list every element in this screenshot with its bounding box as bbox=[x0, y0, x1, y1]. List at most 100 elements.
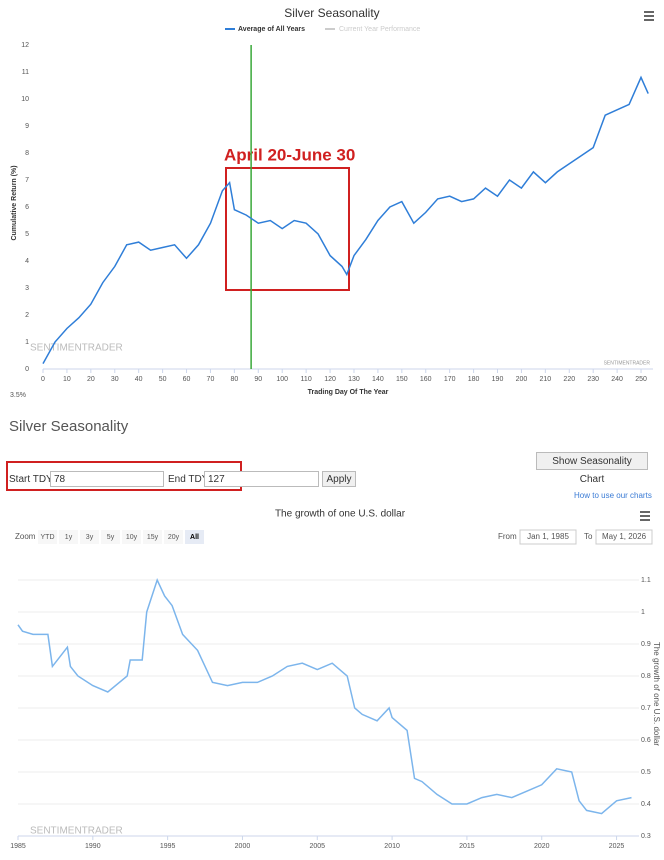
y-tick-label: 8 bbox=[25, 150, 29, 157]
x-tick-label: 1995 bbox=[160, 843, 176, 850]
help-link[interactable]: How to use our charts bbox=[574, 491, 652, 500]
apply-button[interactable]: Apply bbox=[322, 471, 356, 487]
start-label: Start TDY: bbox=[9, 474, 55, 485]
zoom-label: Zoom bbox=[15, 532, 36, 541]
y-tick-label: 1 bbox=[25, 339, 29, 346]
y-tick-label: 9 bbox=[25, 123, 29, 130]
x-tick-label: 60 bbox=[183, 376, 191, 383]
zoom-button-label: 10y bbox=[126, 534, 138, 541]
growth-chart: The growth of one U.S. dollar The growth… bbox=[10, 509, 661, 850]
x-axis-label: Trading Day Of The Year bbox=[308, 389, 389, 396]
zoom-button-label: 5y bbox=[107, 534, 115, 541]
legend-entry[interactable]: Current Year Performance bbox=[339, 26, 420, 33]
x-tick-label: 110 bbox=[301, 376, 312, 383]
x-tick-label: 2025 bbox=[609, 843, 625, 850]
to-label: To bbox=[584, 532, 593, 541]
x-tick-label: 1990 bbox=[85, 843, 101, 850]
y-tick-label: 7 bbox=[25, 177, 29, 184]
y-tick-label: 0.6 bbox=[641, 737, 651, 744]
section-heading: Silver Seasonality bbox=[9, 418, 129, 435]
y-axis-label: The growth of one U.S. dollar bbox=[652, 642, 661, 746]
zoom-button-label: 3y bbox=[86, 534, 94, 541]
x-tick-label: 0 bbox=[41, 376, 45, 383]
x-tick-label: 10 bbox=[63, 376, 71, 383]
y-tick-label: 11 bbox=[22, 69, 29, 76]
watermark: SENTIMENTRADER bbox=[30, 826, 123, 837]
x-tick-label: 80 bbox=[230, 376, 238, 383]
x-tick-label: 220 bbox=[563, 376, 575, 383]
credit: SENTIMENTRADER bbox=[604, 360, 651, 366]
x-tick-label: 100 bbox=[276, 376, 288, 383]
to-input[interactable] bbox=[595, 529, 653, 545]
y-tick-label: 4 bbox=[25, 258, 29, 265]
start-input[interactable]: 78 bbox=[50, 471, 164, 487]
seasonality-chart: Silver Seasonality Average of All Years … bbox=[10, 6, 654, 399]
x-tick-label: 180 bbox=[468, 376, 480, 383]
x-tick-label: 1985 bbox=[10, 843, 26, 850]
x-tick-label: 170 bbox=[444, 376, 456, 383]
x-tick-label: 140 bbox=[372, 376, 384, 383]
x-tick-label: 40 bbox=[135, 376, 143, 383]
zoom-button[interactable] bbox=[122, 530, 141, 544]
x-tick-label: 2010 bbox=[384, 843, 400, 850]
menu-icon[interactable] bbox=[644, 11, 654, 21]
x-tick-label: 2000 bbox=[235, 843, 251, 850]
y-axis-label: Cumulative Return (%) bbox=[11, 165, 18, 240]
show-chart-button[interactable]: Show Seasonality Chart bbox=[536, 452, 648, 485]
zoom-button-label: 20y bbox=[168, 534, 180, 541]
y-tick-label: 12 bbox=[21, 42, 29, 49]
chart-title: The growth of one U.S. dollar bbox=[275, 509, 406, 520]
legend-entry[interactable]: Average of All Years bbox=[238, 26, 305, 33]
y-tick-label: 1.1 bbox=[641, 577, 651, 584]
x-tick-label: 20 bbox=[87, 376, 95, 383]
y-tick-label: 1 bbox=[641, 609, 645, 616]
data-line bbox=[42, 75, 649, 364]
x-tick-label: 2005 bbox=[309, 843, 325, 850]
annotation: April 20-June 30 bbox=[224, 145, 355, 164]
watermark: SENTIMENTRADER bbox=[30, 343, 123, 354]
x-tick-label: 210 bbox=[540, 376, 552, 383]
zoom-button-label: 1y bbox=[65, 534, 73, 541]
zoom-button[interactable] bbox=[38, 530, 57, 544]
data-line bbox=[17, 577, 632, 815]
y-tick-label: 0.8 bbox=[641, 673, 651, 680]
x-tick-label: 70 bbox=[207, 376, 215, 383]
y-tick-label: 2 bbox=[25, 312, 29, 319]
zoom-button-label: YTD bbox=[41, 534, 55, 541]
zoom-button-label: 15y bbox=[147, 534, 159, 541]
x-tick-label: 160 bbox=[420, 376, 432, 383]
from-label: From bbox=[498, 532, 517, 541]
x-tick-label: 130 bbox=[348, 376, 360, 383]
from-input[interactable] bbox=[519, 529, 577, 545]
menu-icon[interactable] bbox=[640, 511, 650, 521]
zoom-button[interactable] bbox=[59, 530, 78, 544]
zoom-button[interactable] bbox=[143, 530, 162, 544]
y-tick-label: 0 bbox=[25, 366, 29, 373]
from-value: Jan 1, 1985 bbox=[527, 532, 569, 541]
end-label: End TDY: bbox=[168, 474, 211, 485]
x-tick-label: 2020 bbox=[534, 843, 550, 850]
y-tick-label: 0.3 bbox=[641, 833, 651, 840]
end-input[interactable]: 127 bbox=[204, 471, 319, 487]
x-tick-label: 250 bbox=[635, 376, 647, 383]
highlight-box bbox=[225, 167, 350, 291]
zoom-button[interactable] bbox=[185, 530, 204, 544]
zoom-button[interactable] bbox=[101, 530, 120, 544]
x-tick-label: 2015 bbox=[459, 843, 475, 850]
x-tick-label: 50 bbox=[159, 376, 167, 383]
zoom-button[interactable] bbox=[164, 530, 183, 544]
to-value: May 1, 2026 bbox=[602, 532, 647, 541]
x-tick-label: 150 bbox=[396, 376, 408, 383]
x-tick-label: 240 bbox=[611, 376, 623, 383]
x-tick-label: 30 bbox=[111, 376, 119, 383]
y-tick-label: 0.9 bbox=[641, 641, 651, 648]
x-tick-label: 200 bbox=[516, 376, 528, 383]
corner-note: 3.5% bbox=[10, 392, 26, 399]
x-tick-label: 190 bbox=[492, 376, 504, 383]
zoom-button[interactable] bbox=[80, 530, 99, 544]
y-tick-label: 0.5 bbox=[641, 769, 651, 776]
y-tick-label: 0.4 bbox=[641, 801, 651, 808]
y-tick-label: 5 bbox=[25, 231, 29, 238]
x-tick-label: 230 bbox=[587, 376, 599, 383]
